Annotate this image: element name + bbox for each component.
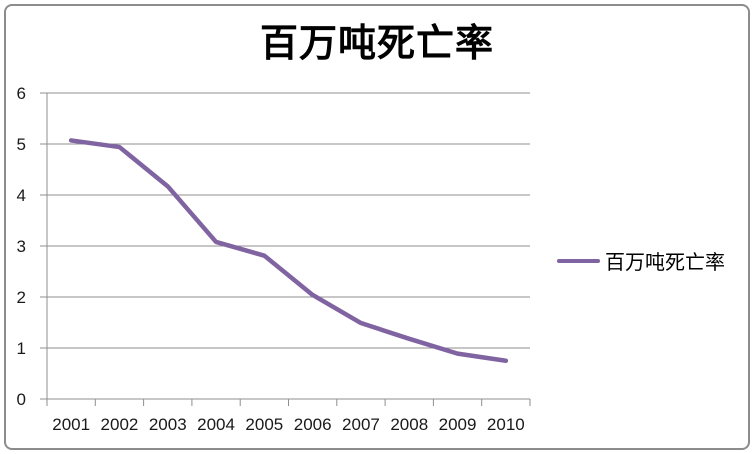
x-tick-label: 2010 [487, 415, 525, 434]
x-tick-label: 2007 [342, 415, 380, 434]
x-tick-label: 2004 [197, 415, 235, 434]
x-tick-label: 2002 [101, 415, 139, 434]
legend-line-swatch [557, 258, 600, 263]
x-tick-label: 2003 [149, 415, 187, 434]
y-tick-label: 4 [17, 186, 26, 205]
chart-title: 百万吨死亡率 [259, 20, 494, 65]
x-tick-label: 2008 [390, 415, 428, 434]
y-tick-label: 6 [17, 84, 26, 103]
x-tick-label: 2001 [52, 415, 90, 434]
series-line [68, 138, 509, 363]
y-tick-label: 0 [17, 390, 26, 409]
x-tick-label: 2009 [439, 415, 477, 434]
y-tick-label: 2 [17, 288, 26, 307]
x-tick-label: 2005 [245, 415, 283, 434]
y-tick-label: 3 [17, 237, 26, 256]
legend: 百万吨死亡率 [557, 246, 725, 275]
y-tick-label: 5 [17, 135, 26, 154]
y-tick-label: 1 [17, 339, 26, 358]
x-tick-label: 2006 [294, 415, 332, 434]
legend-label: 百万吨死亡率 [605, 250, 725, 274]
